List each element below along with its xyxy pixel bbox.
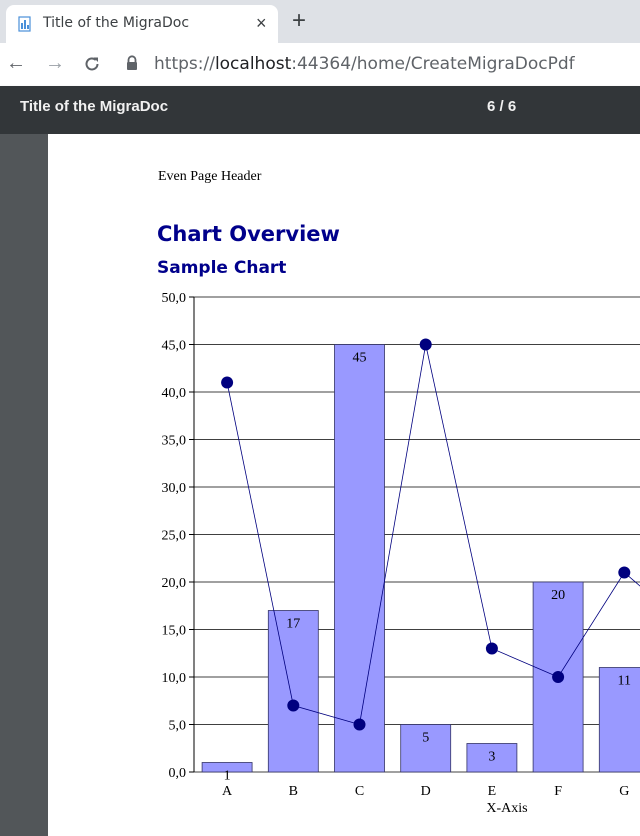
reload-icon[interactable] [82, 54, 102, 74]
y-tick-label: 30,0 [162, 481, 187, 496]
line-point [552, 671, 565, 683]
y-tick-label: 40,0 [162, 386, 187, 401]
url-host: localhost [214, 54, 292, 74]
bar [334, 344, 385, 773]
pdf-viewer-toolbar: Title of the MigraDoc 6 / 6 [0, 86, 640, 134]
bar [201, 762, 253, 773]
bar-data-label: 17 [286, 617, 300, 632]
bar [532, 581, 584, 773]
page-indicator: 6 / 6 [487, 98, 517, 115]
bar [267, 610, 319, 773]
y-tick-label: 50,0 [162, 291, 187, 306]
x-tick-label: F [554, 784, 562, 799]
y-tick-label: 35,0 [162, 434, 187, 449]
y-tick-label: 15,0 [162, 624, 187, 639]
browser-tab-strip: Title of the MigraDoc × + [0, 0, 640, 43]
y-tick-label: 10,0 [162, 671, 187, 686]
x-tick-label: C [355, 784, 364, 799]
x-tick-label: G [619, 784, 629, 799]
bar [598, 667, 640, 773]
x-tick-label: D [421, 784, 431, 799]
address-bar-url[interactable]: https://localhost:44364/home/CreateMigra… [154, 54, 575, 74]
y-tick-label: 25,0 [162, 529, 187, 544]
line-point [353, 718, 366, 731]
bar [466, 743, 518, 773]
url-path: :44364/home/CreateMigraDocPdf [291, 54, 575, 74]
y-tick-label: 20,0 [162, 576, 187, 591]
bar-data-label: 5 [422, 731, 429, 746]
bar-data-label: 3 [488, 750, 495, 765]
tab-close-icon[interactable]: × [256, 13, 267, 33]
lock-icon [127, 55, 137, 70]
y-tick-label: 5,0 [169, 719, 187, 734]
x-tick-label: B [289, 784, 298, 799]
y-tick-label: 45,0 [162, 339, 187, 354]
line-point [419, 338, 432, 351]
back-arrow-icon[interactable]: ← [6, 52, 26, 74]
url-scheme: https:// [154, 54, 215, 74]
y-tick-label: 0,0 [169, 766, 187, 781]
line-point [618, 566, 631, 579]
line-point [287, 699, 300, 712]
x-tick-label: A [222, 784, 233, 799]
bar-data-label: 1 [224, 769, 231, 784]
forward-arrow-icon[interactable]: → [45, 52, 65, 74]
x-tick-label: E [488, 784, 497, 799]
page-header-text: Even Page Header [158, 169, 262, 184]
bar-data-label: 11 [618, 674, 631, 689]
line-series [226, 344, 640, 726]
bar-data-label: 45 [353, 351, 367, 366]
bar [400, 724, 452, 773]
pdf-file-icon [18, 16, 31, 32]
tab-title: Title of the MigraDoc [43, 15, 190, 31]
line-point [221, 376, 234, 389]
x-axis-title: X-Axis [486, 801, 527, 816]
chart-subheading: Sample Chart [157, 258, 287, 278]
sample-chart: 0,0 5,0 10,0 15,0 20,0 25,0 30,0 35,0 40,0 45,0 50… [162, 291, 640, 816]
section-heading: Chart Overview [157, 222, 340, 246]
pdf-document-title: Title of the MigraDoc [20, 98, 169, 115]
line-point [485, 642, 498, 655]
bar-data-label: 20 [551, 588, 565, 603]
browser-toolbar: ← → https://localhost:44364/home/CreateM… [0, 43, 640, 87]
browser-tab[interactable]: Title of the MigraDoc × [6, 5, 278, 43]
new-tab-icon[interactable]: + [292, 7, 307, 34]
